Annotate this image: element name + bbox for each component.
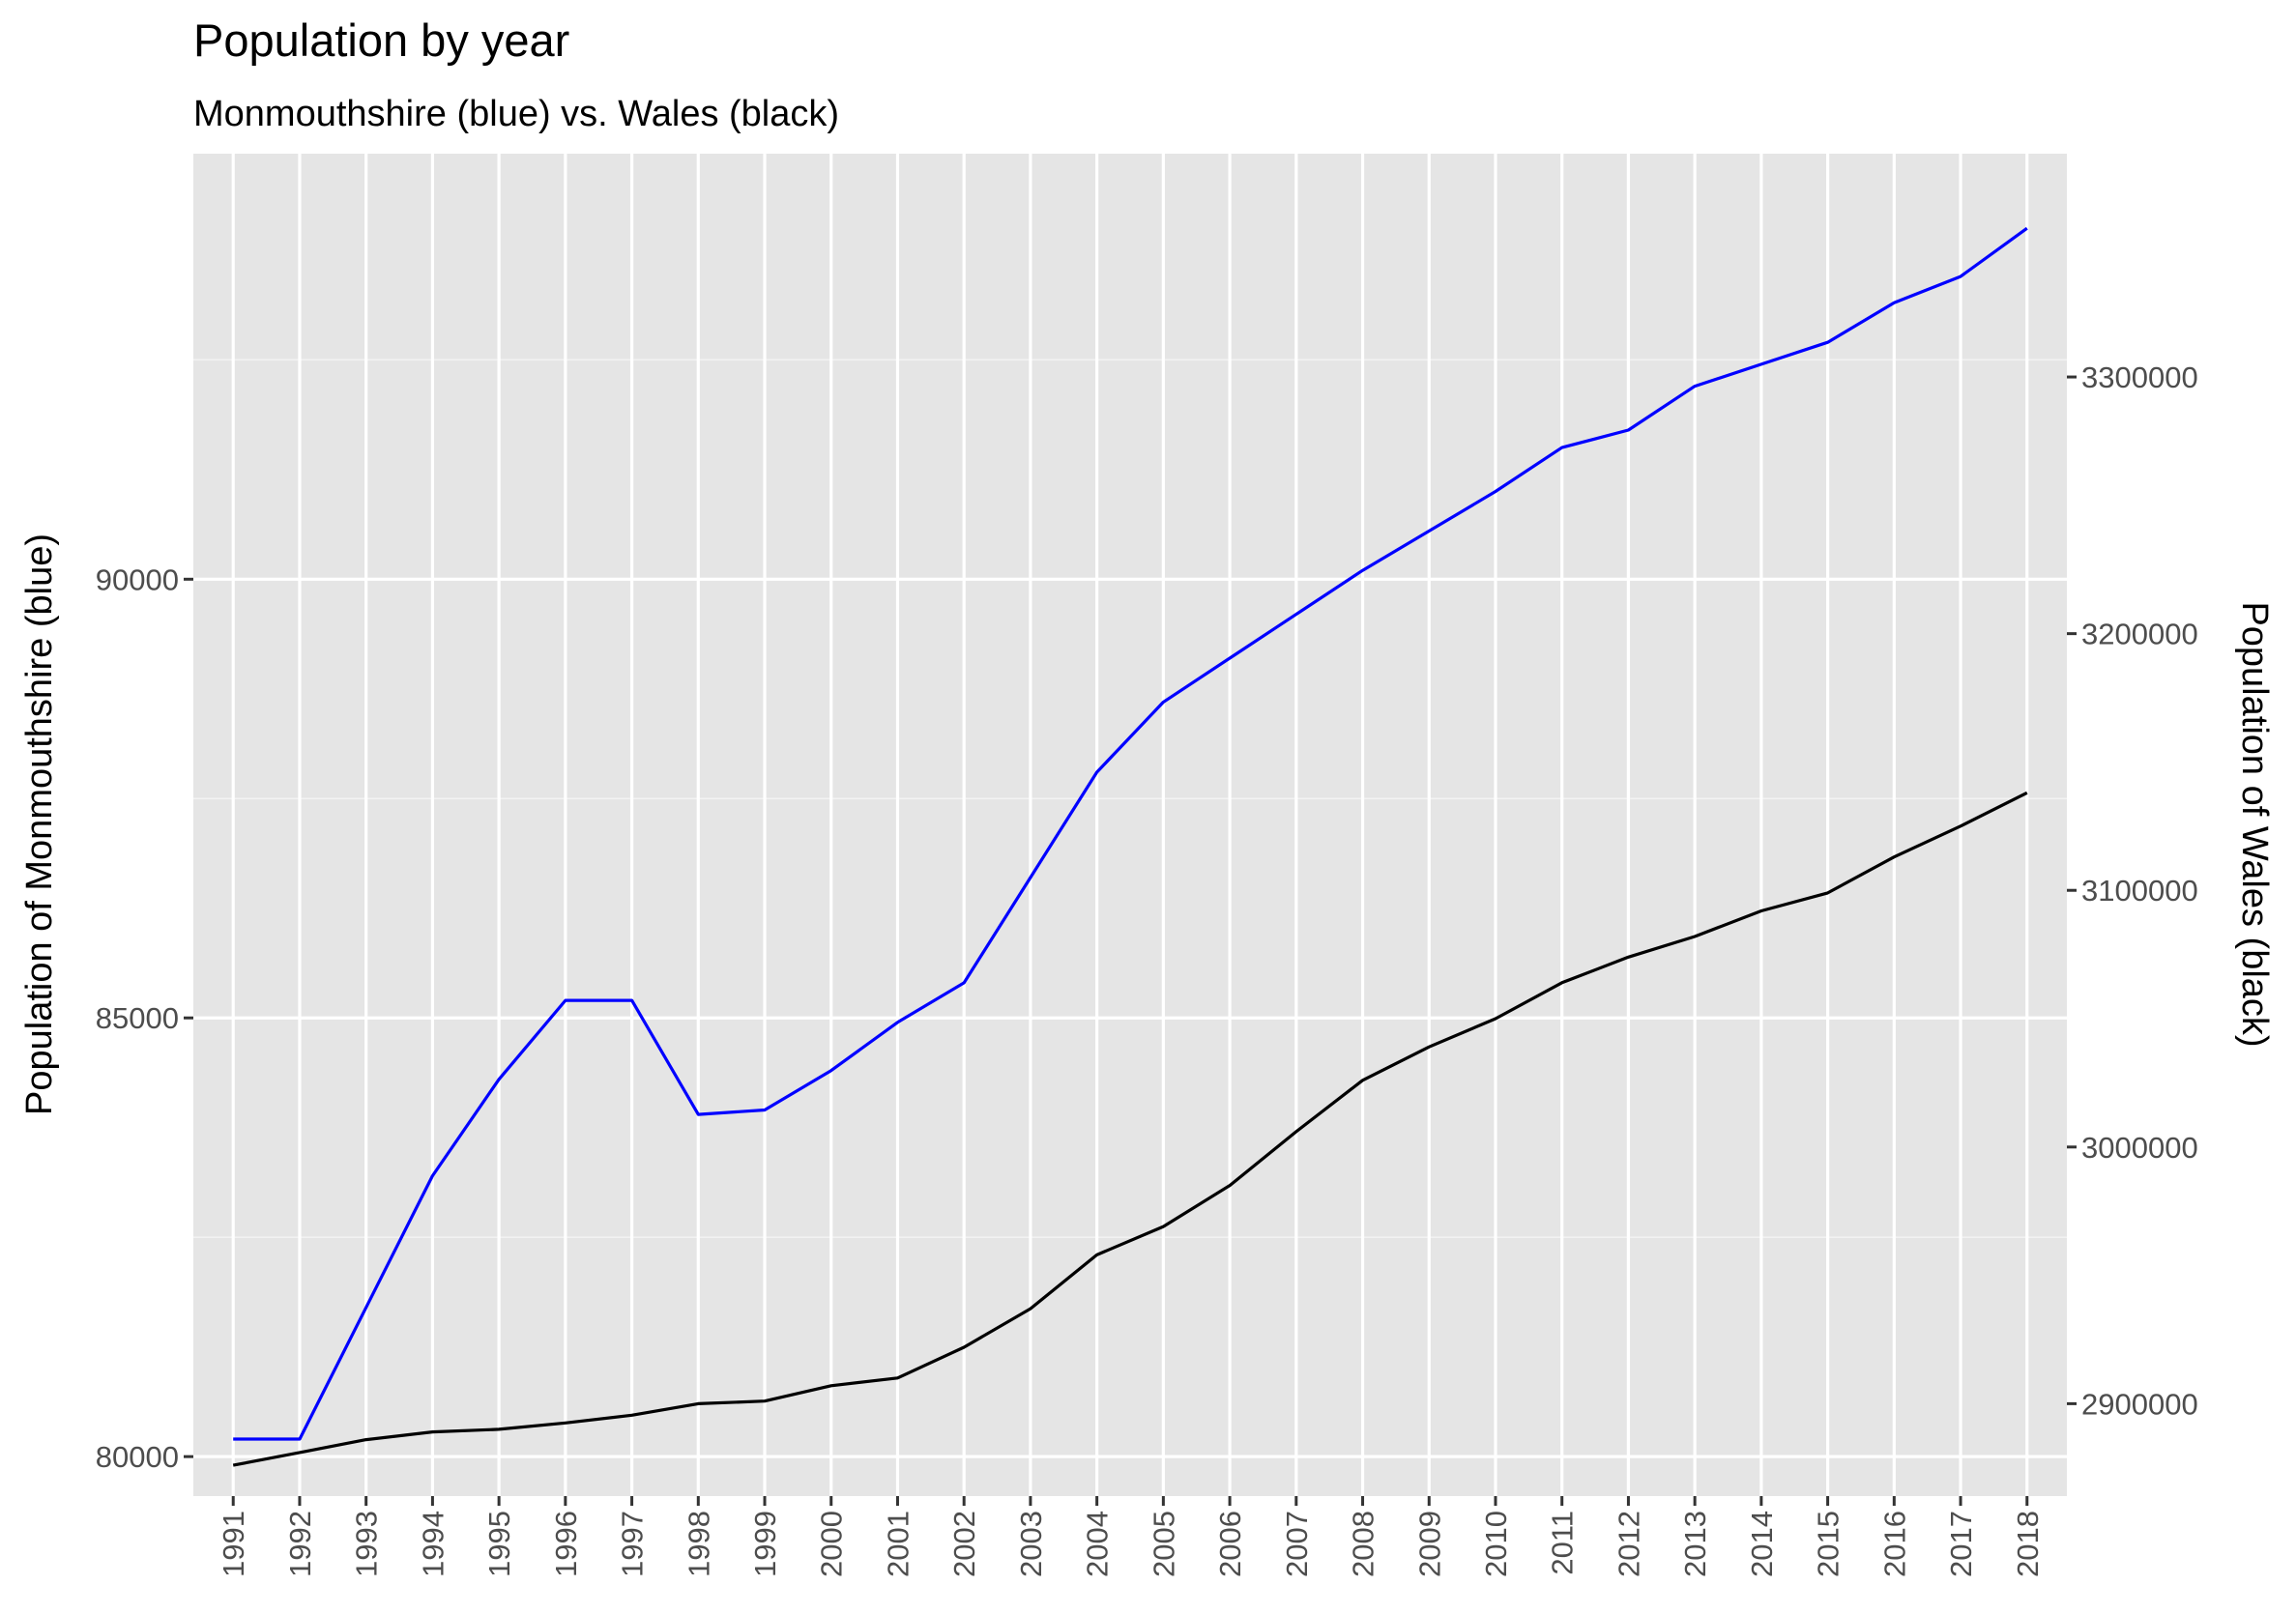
x-axis-tick-label: 2010 <box>1479 1511 1513 1577</box>
right-axis-tick-label: 2900000 <box>2081 1387 2198 1421</box>
x-axis-tick-label: 1994 <box>416 1511 450 1577</box>
x-axis-tick-label: 2016 <box>1877 1511 1911 1577</box>
x-axis-tick-label: 2000 <box>815 1511 849 1577</box>
right-axis-label: Population of Wales (black) <box>2234 601 2275 1047</box>
grid-minor <box>193 359 2067 1238</box>
x-axis-tick-label: 2012 <box>1612 1511 1645 1577</box>
x-axis-tick-label: 1993 <box>350 1511 384 1577</box>
chart-title: Population by year <box>193 14 569 66</box>
left-axis-tick-label: 80000 <box>96 1440 179 1474</box>
right-axis: 2900000 3000000 3100000 3200000 3300000 <box>2067 360 2198 1421</box>
right-axis-tick-label: 3100000 <box>2081 874 2198 908</box>
x-axis-tick-label: 2014 <box>1745 1511 1779 1577</box>
right-axis-tick-label: 3000000 <box>2081 1131 2198 1165</box>
right-axis-tick-label: 3200000 <box>2081 618 2198 651</box>
x-axis-tick-label: 2006 <box>1213 1511 1247 1577</box>
x-axis-tick-label: 2001 <box>882 1511 915 1577</box>
x-axis-tick-label: 2009 <box>1412 1511 1446 1577</box>
x-axis-tick-label: 1991 <box>217 1511 250 1577</box>
x-axis-tick-label: 2005 <box>1147 1511 1180 1577</box>
chart-subtitle: Monmouthshire (blue) vs. Wales (black) <box>193 94 839 134</box>
x-axis-tick-label: 2013 <box>1678 1511 1712 1577</box>
right-axis-tick-label: 3300000 <box>2081 360 2198 394</box>
x-axis-tick-label: 2017 <box>1944 1511 1978 1577</box>
series-layer <box>232 226 2028 1467</box>
plot-panel <box>193 154 2067 1496</box>
bottom-axis: 1991 1992 1993 1994 1995 1996 1997 1998 1999 2000… <box>217 1496 2045 1577</box>
x-axis-tick-label: 1997 <box>616 1511 650 1577</box>
x-axis-tick-label: 2007 <box>1280 1511 1314 1577</box>
x-axis-tick-label: 1992 <box>283 1511 317 1577</box>
x-axis-tick-label: 2011 <box>1546 1511 1580 1575</box>
series-line-wales <box>232 791 2028 1467</box>
x-axis-tick-label: 2015 <box>1812 1511 1846 1577</box>
x-axis-tick-label: 1999 <box>748 1511 782 1577</box>
x-axis-tick-label: 1996 <box>549 1511 583 1577</box>
left-axis-tick-label: 90000 <box>96 562 179 596</box>
x-axis-tick-label: 1998 <box>682 1511 715 1577</box>
left-axis: 80000 85000 90000 <box>96 562 193 1474</box>
x-axis-tick-label: 2004 <box>1081 1511 1115 1577</box>
grid-major <box>193 154 2067 1496</box>
x-axis-tick-label: 1995 <box>482 1511 516 1577</box>
series-line-monmouthshire <box>233 226 2028 1441</box>
x-axis-tick-label: 2008 <box>1347 1511 1381 1577</box>
x-axis-tick-label: 2003 <box>1014 1511 1048 1577</box>
x-axis-tick-label: 2002 <box>947 1511 981 1577</box>
left-axis-tick-label: 85000 <box>96 1001 179 1035</box>
x-axis-tick-label: 2018 <box>2011 1511 2045 1577</box>
left-axis-label: Population of Monmouthshire (blue) <box>19 533 60 1115</box>
